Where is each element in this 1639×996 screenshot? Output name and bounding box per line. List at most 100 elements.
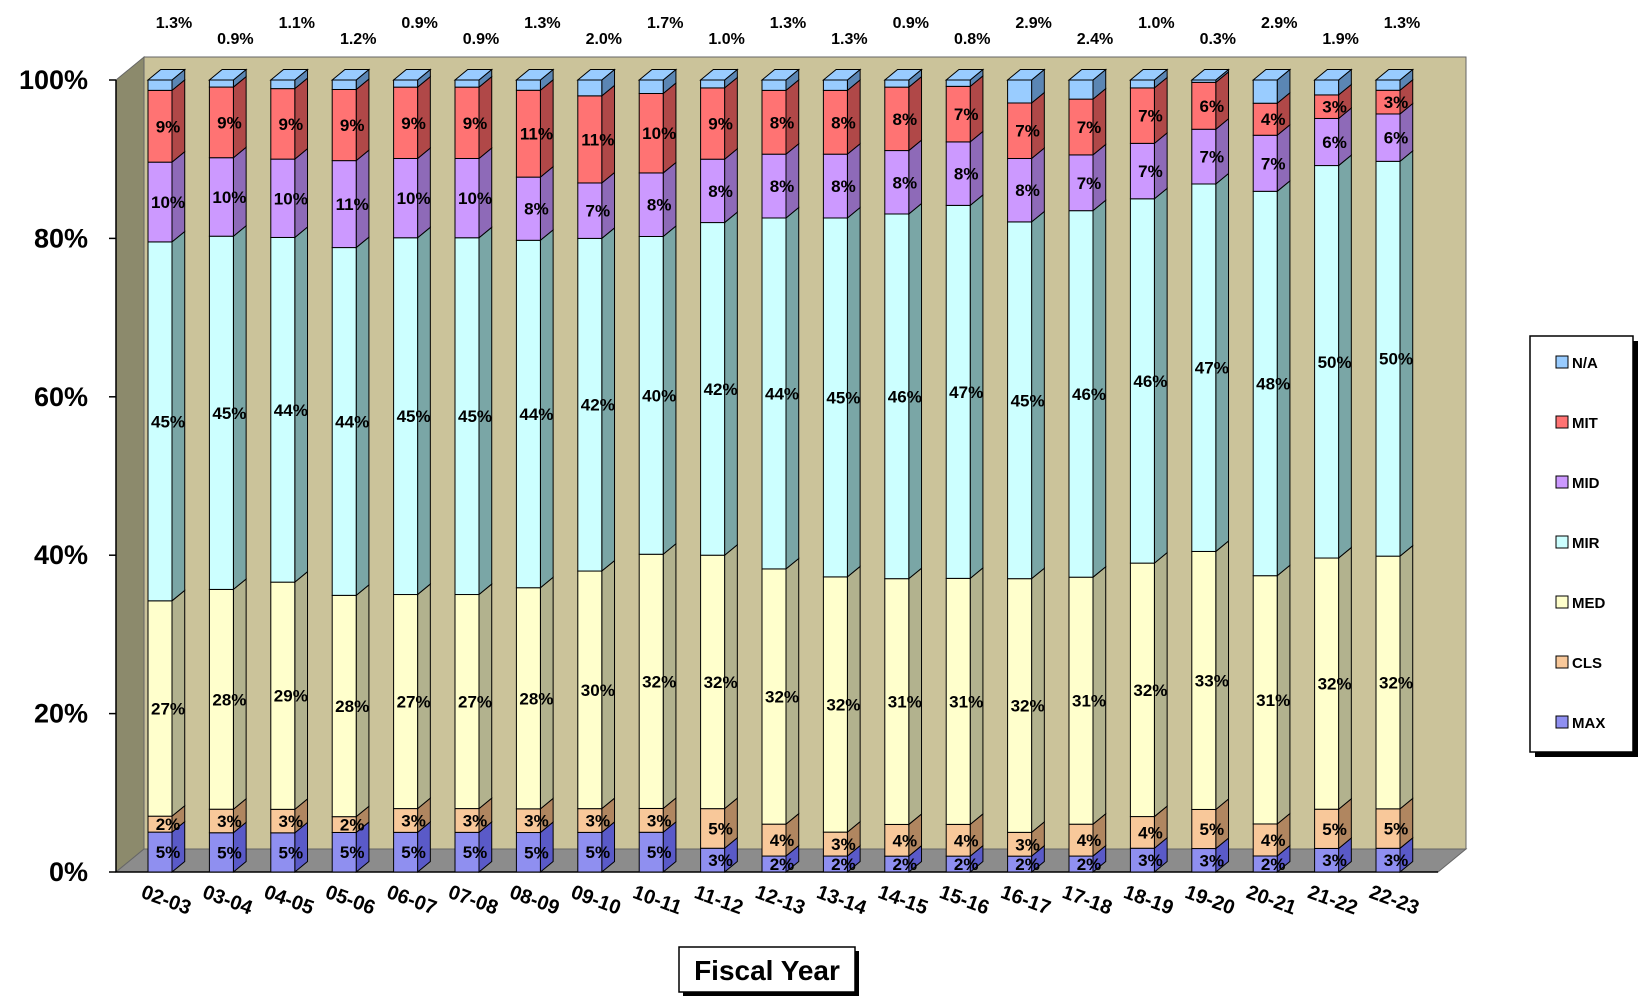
data-label-mir-15-16: 47% (949, 383, 983, 402)
bar-front-face (1375, 79, 1401, 91)
data-label-med-14-15: 31% (888, 693, 922, 712)
data-label-cls-05-06: 2% (340, 816, 365, 835)
bar-front-face (331, 88, 357, 162)
legend-label-mid: MID (1572, 475, 1600, 492)
bar-segment-na-07-08 (453, 68, 494, 89)
bar-front-face (454, 831, 480, 873)
x-tick-label-22-23: 22-23 (1366, 881, 1422, 919)
side-wall (115, 55, 145, 874)
bar-segment-cls-12-13 (761, 812, 800, 858)
x-tick-label-04-05: 04-05 (261, 881, 317, 919)
data-label-mit-11-12: 9% (708, 115, 733, 134)
bar-segment-mid-22-23 (1375, 102, 1414, 163)
bar-segment-max-14-15 (884, 844, 923, 874)
x-tick-label-20-21: 20-21 (1243, 881, 1299, 919)
bar-top-face (699, 69, 739, 81)
data-label-mid-16-17: 8% (1015, 181, 1040, 200)
bar-front-face (515, 79, 541, 91)
bar-front-face (1068, 576, 1094, 825)
data-label-mid-12-13: 8% (770, 177, 795, 196)
legend-swatch-mid (1555, 475, 1569, 489)
bar-front-face (331, 594, 357, 818)
bar-front-face (1191, 81, 1217, 130)
data-label-mir-21-22: 50% (1318, 353, 1352, 372)
bar-segment-na-16-17 (1006, 68, 1046, 105)
data-label-mid-21-22: 6% (1322, 133, 1347, 152)
data-label-mit-12-13: 8% (770, 113, 795, 132)
bar-front-face (1068, 154, 1094, 212)
bar-top-face (883, 69, 923, 81)
bar-front-face (638, 235, 664, 555)
data-label-mit-09-10: 11% (581, 130, 614, 149)
bar-segment-mit-19-20 (1191, 70, 1230, 131)
bar-segment-mir-06-07 (393, 226, 431, 596)
bar-segment-mir-08-09 (515, 228, 554, 589)
top-value-label-16-17: 2.9% (1015, 15, 1051, 32)
x-tick-label-03-04: 03-04 (200, 881, 256, 919)
data-label-cls-18-19: 4% (1138, 823, 1163, 842)
bar-front-face (822, 153, 848, 219)
top-value-label-06-07: 0.9% (401, 15, 437, 32)
data-label-max-16-17: 2% (1015, 855, 1040, 874)
data-label-cls-07-08: 3% (463, 811, 488, 830)
data-label-cls-20-21: 4% (1261, 831, 1286, 850)
legend-label-max: MAX (1572, 715, 1605, 732)
data-label-max-10-11: 5% (647, 843, 672, 862)
bar-segment-med-05-06 (331, 583, 370, 818)
bar-front-face (822, 89, 848, 155)
data-label-max-04-05: 5% (279, 843, 304, 862)
data-label-mir-07-08: 45% (458, 407, 492, 426)
bar-segment-mir-10-11 (638, 224, 677, 556)
bar-front-face (208, 235, 234, 590)
data-label-mid-13-14: 8% (831, 177, 856, 196)
data-label-mit-02-03: 9% (156, 117, 181, 136)
bar-segment-max-18-19 (1129, 836, 1168, 874)
data-label-med-02-03: 27% (151, 699, 185, 718)
bar-segment-mir-09-10 (577, 226, 616, 573)
data-label-mit-05-06: 9% (340, 116, 365, 135)
top-value-label-14-15: 0.9% (893, 15, 929, 32)
data-label-cls-09-10: 3% (586, 812, 611, 831)
bar-segment-mir-16-17 (1007, 210, 1045, 580)
data-label-med-21-22: 32% (1318, 675, 1352, 694)
data-label-mit-08-09: 11% (520, 125, 553, 144)
bar-front-face (884, 86, 910, 152)
bar-front-face (515, 176, 541, 241)
bar-segment-med-06-07 (393, 583, 431, 810)
top-value-label-17-18: 2.4% (1077, 31, 1113, 48)
top-value-label-04-05: 1.1% (279, 15, 315, 32)
data-label-max-12-13: 2% (770, 855, 795, 874)
data-label-mid-03-04: 10% (212, 188, 246, 207)
bar-segment-med-19-20 (1191, 539, 1230, 811)
x-tick-label-13-14: 13-14 (814, 881, 870, 919)
top-value-label-12-13: 1.3% (770, 15, 806, 32)
bar-segment-med-14-15 (884, 567, 923, 826)
data-label-mir-08-09: 44% (519, 405, 553, 424)
bar-segment-na-22-23 (1374, 68, 1415, 92)
bar-segment-med-17-18 (1068, 565, 1107, 826)
bar-front-face (1375, 555, 1401, 810)
top-value-label-21-22: 1.9% (1322, 31, 1358, 48)
bar-segment-cls-21-22 (1314, 797, 1352, 850)
bar-front-face (270, 581, 296, 810)
data-label-mir-19-20: 47% (1195, 359, 1229, 378)
bar-segment-na-09-10 (576, 68, 616, 97)
bar-front-face (884, 79, 910, 88)
bar-front-face (1375, 160, 1401, 557)
bar-front-face (147, 89, 173, 163)
y-tick-label: 0% (49, 857, 88, 887)
bar-top-face (760, 69, 801, 81)
bar-front-face (822, 79, 848, 91)
y-tick-label: 80% (34, 223, 88, 253)
legend-label-na: N/A (1572, 355, 1598, 372)
data-label-mit-19-20: 6% (1200, 97, 1225, 116)
bar-segment-na-14-15 (883, 68, 923, 89)
data-label-cls-14-15: 4% (893, 831, 918, 850)
data-label-mit-21-22: 3% (1322, 98, 1347, 117)
bar-front-face (1007, 221, 1033, 580)
data-label-med-06-07: 27% (397, 693, 431, 712)
data-label-mir-03-04: 45% (212, 404, 246, 423)
bar-segment-mid-19-20 (1191, 117, 1230, 186)
y-tick-label: 40% (34, 540, 88, 570)
